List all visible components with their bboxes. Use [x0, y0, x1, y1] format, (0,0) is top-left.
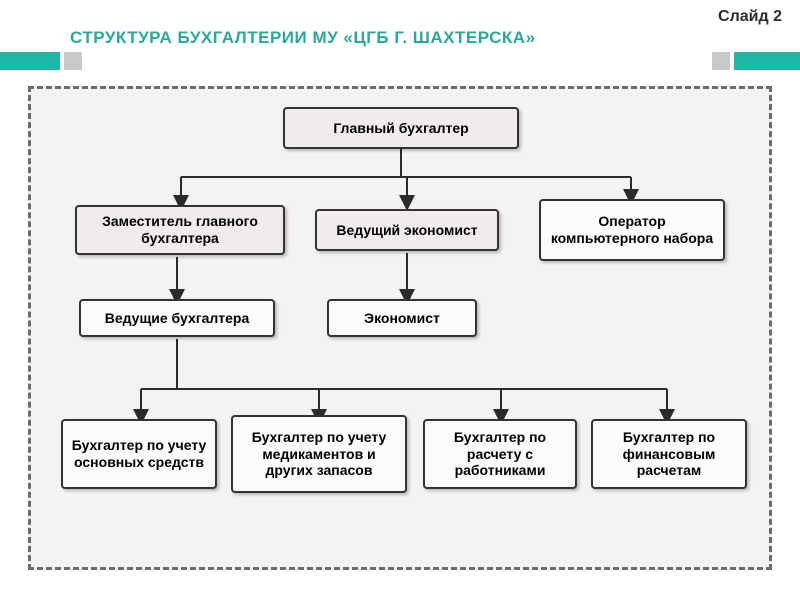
node-operator: Оператор компьютерного набора — [539, 199, 725, 261]
node-accountant-fixed-assets: Бухгалтер по учету основных средств — [61, 419, 217, 489]
accent-bar-left — [0, 52, 60, 70]
node-label: Ведущий экономист — [336, 222, 477, 239]
node-chief-accountant: Главный бухгалтер — [283, 107, 519, 149]
page-title: СТРУКТУРА БУХГАЛТЕРИИ МУ «ЦГБ Г. ШАХТЕРС… — [70, 28, 536, 48]
node-lead-economist: Ведущий экономист — [315, 209, 499, 251]
slide-number: Слайд 2 — [718, 8, 782, 26]
accent-square-right — [712, 52, 730, 70]
node-accountant-supplies: Бухгалтер по учету медикаментов и других… — [231, 415, 407, 493]
node-economist: Экономист — [327, 299, 477, 337]
accent-bar-right — [734, 52, 800, 70]
node-deputy-chief: Заместитель главного бухгалтера — [75, 205, 285, 255]
node-label: Бухгалтер по расчету с работниками — [431, 429, 569, 479]
node-label: Оператор компьютерного набора — [547, 213, 717, 247]
org-chart-frame: Главный бухгалтер Заместитель главного б… — [28, 86, 772, 570]
accent-square-left — [64, 52, 82, 70]
node-accountant-payroll: Бухгалтер по расчету с работниками — [423, 419, 577, 489]
node-label: Бухгалтер по учету медикаментов и других… — [239, 429, 399, 479]
node-lead-accountants: Ведущие бухгалтера — [79, 299, 275, 337]
node-label: Заместитель главного бухгалтера — [83, 213, 277, 247]
node-label: Бухгалтер по учету основных средств — [69, 437, 209, 471]
node-label: Ведущие бухгалтера — [105, 310, 250, 327]
node-label: Главный бухгалтер — [333, 120, 468, 137]
node-label: Бухгалтер по финансовым расчетам — [599, 429, 739, 479]
node-accountant-finance: Бухгалтер по финансовым расчетам — [591, 419, 747, 489]
node-label: Экономист — [364, 310, 440, 327]
